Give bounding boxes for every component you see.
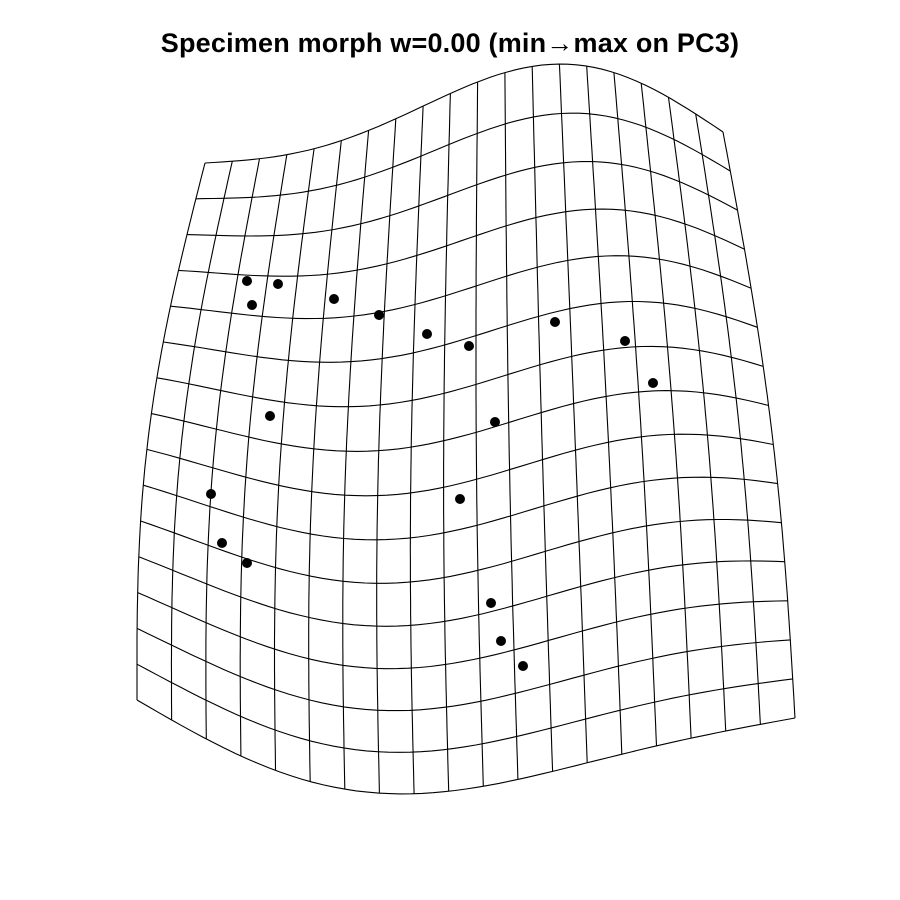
landmark-point: [422, 329, 432, 339]
grid-column-line: [443, 93, 451, 792]
grid-column-line: [504, 72, 519, 780]
landmark-point: [486, 598, 496, 608]
deformation-grid: [136, 63, 796, 795]
grid-row-line: [186, 160, 738, 237]
grid-row-line: [136, 663, 793, 753]
landmark-point: [374, 310, 384, 320]
grid-row-line: [178, 208, 745, 277]
landmark-point: [242, 276, 252, 286]
grid-column-line: [308, 140, 342, 782]
grid-column-line: [342, 130, 370, 790]
grid-row-line: [143, 476, 778, 541]
landmark-point: [648, 378, 658, 388]
grid-column-line: [170, 161, 233, 720]
landmark-point: [455, 494, 465, 504]
grid-column-line: [205, 158, 261, 739]
landmark-point: [217, 538, 227, 548]
landmark-point: [247, 300, 257, 310]
grid-row-line: [138, 556, 785, 627]
landmark-point: [206, 489, 216, 499]
grid-row-line: [204, 63, 724, 164]
grid-column-line: [475, 81, 484, 787]
grid-row-line: [146, 433, 774, 497]
landmark-point: [242, 558, 252, 568]
landmark-point: [490, 417, 500, 427]
grid-row-line: [137, 592, 788, 670]
landmark-point: [464, 341, 474, 351]
landmark-set: [206, 276, 658, 671]
grid-column-line: [376, 118, 397, 794]
grid-column-line: [640, 83, 692, 739]
grid-column-line: [136, 162, 206, 700]
landmark-point: [518, 661, 528, 671]
grid-column-line: [239, 154, 288, 757]
grid-row-line: [170, 255, 752, 320]
grid-row-line: [136, 627, 791, 712]
grid-column-line: [667, 97, 727, 732]
landmark-point: [496, 636, 506, 646]
grid-column-line: [558, 64, 588, 763]
grid-column-line: [613, 72, 658, 746]
grid-column-line: [695, 113, 761, 725]
grid-row-line: [136, 699, 796, 795]
landmark-point: [265, 411, 275, 421]
grid-column-line: [531, 66, 554, 772]
landmark-point: [550, 317, 560, 327]
grid-row-line: [156, 345, 764, 408]
grid-column-line: [586, 66, 623, 755]
landmark-point: [329, 294, 339, 304]
landmark-point: [273, 279, 283, 289]
grid-column-line: [722, 131, 796, 719]
landmark-point: [620, 336, 630, 346]
grid-row-line: [195, 112, 731, 200]
grid-column-line: [273, 148, 315, 771]
grid-column-line: [409, 106, 424, 794]
grid-row-line: [163, 300, 758, 363]
grid-row-line: [151, 390, 769, 452]
plot-title: Specimen morph w=0.00 (min→max on PC3): [160, 28, 740, 58]
